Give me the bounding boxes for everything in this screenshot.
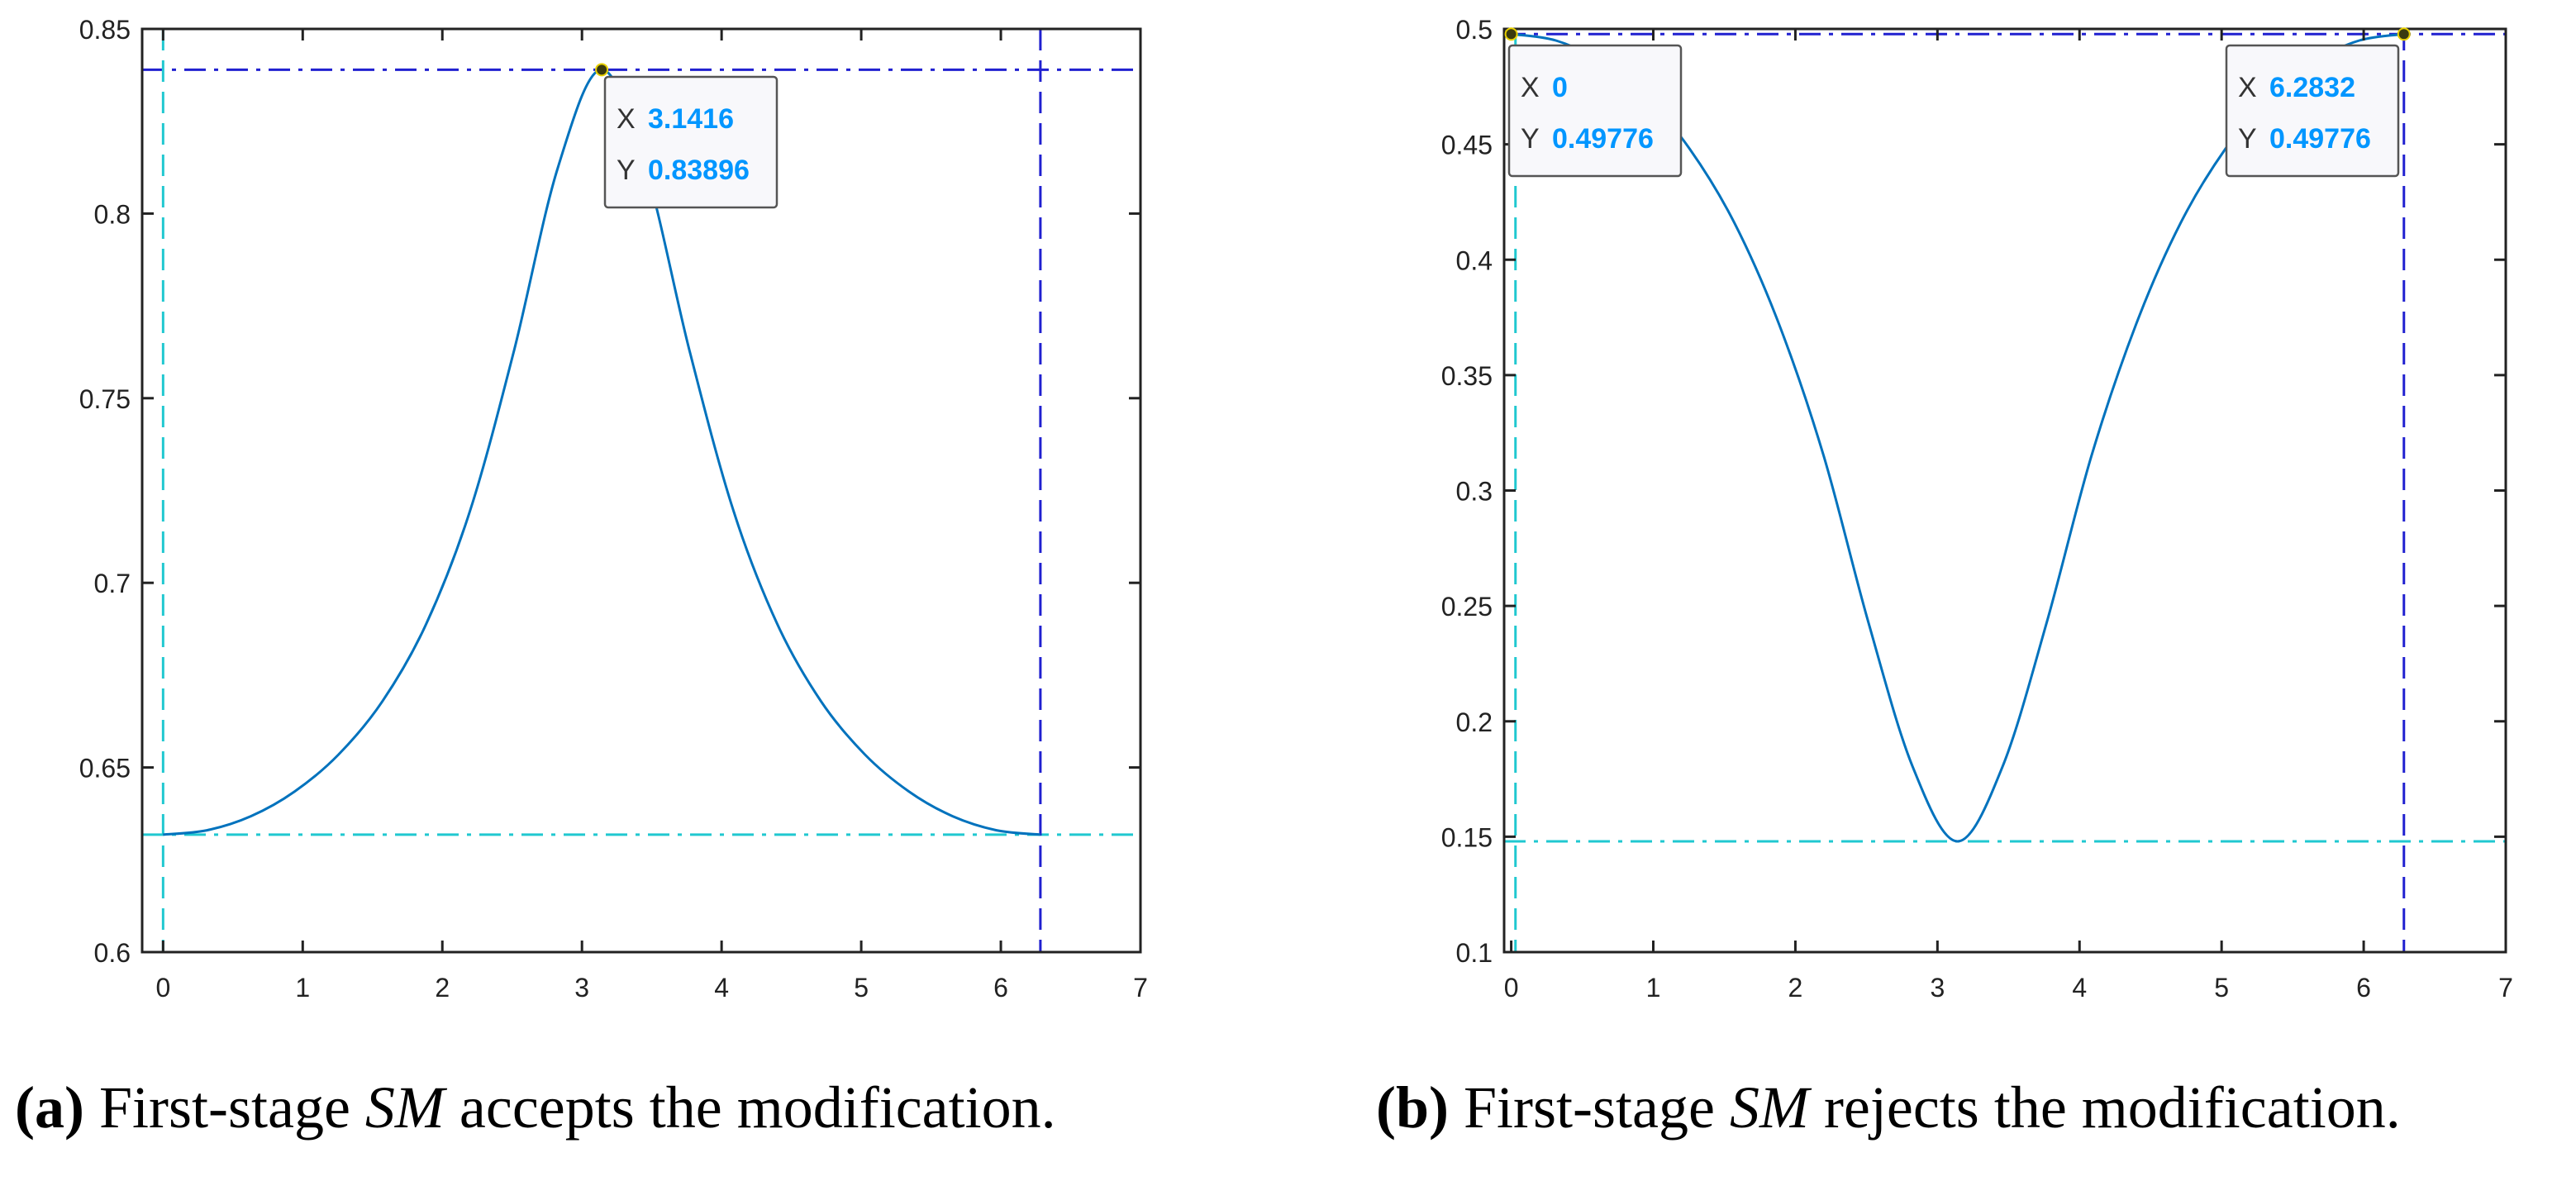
- chart-b-x-tick-label: 5: [2214, 973, 2229, 1003]
- chart-b-x-tick-label: 1: [1646, 973, 1661, 1003]
- chart-b-datatip-value: 0: [1552, 72, 1568, 103]
- chart-b-datatip-marker: [1504, 27, 1518, 41]
- chart-b-y-tick-label: 0.45: [1441, 131, 1493, 160]
- chart-b-datatip-value: 0.49776: [1552, 123, 1654, 155]
- chart-a-x-tick-label: 1: [295, 973, 310, 1003]
- chart-b-y-tick-label: 0.3: [1456, 477, 1493, 507]
- chart-b-datatip-label: X: [1521, 72, 1540, 103]
- caption-a-text-2: accepts the modification.: [444, 1074, 1056, 1141]
- chart-b-y-tick-label: 0.1: [1456, 938, 1493, 968]
- chart-a-datatip-marker: [595, 63, 609, 77]
- chart-b-y-tick-label: 0.35: [1441, 361, 1493, 391]
- caption-b-label: (b): [1376, 1074, 1449, 1141]
- chart-a-y-tick-label: 0.75: [79, 384, 131, 414]
- chart-b-x-tick-label: 7: [2498, 973, 2513, 1003]
- chart-a-y-tick-label: 0.8: [94, 199, 131, 229]
- chart-b-datatip-value: 6.2832: [2269, 72, 2355, 103]
- chart-a-x-tick-label: 5: [854, 973, 869, 1003]
- chart-b-datatip: X 0Y 0.49776: [1504, 27, 1683, 178]
- caption-b-text-2: rejects the modification.: [1808, 1074, 2401, 1141]
- chart-b-x-tick-label: 2: [1788, 973, 1803, 1003]
- chart-a-datatip-box: [603, 75, 779, 209]
- chart-a-y-tick-label: 0.65: [79, 754, 131, 784]
- caption-a-label: (a): [15, 1074, 84, 1141]
- chart-b-y-tick-label: 0.4: [1456, 245, 1493, 275]
- chart-a-x-tick-label: 7: [1133, 973, 1148, 1003]
- chart-b-x-tick-label: 6: [2356, 973, 2371, 1003]
- chart-b-x-tick-label: 4: [2072, 973, 2087, 1003]
- chart-a: 0 1 2 3 4 5 6 7 0.6 0.65 0.7 0.75 0.8 0.85 X 3.1416 Y 0.8…: [79, 15, 1148, 1003]
- chart-b-datatip-box: [1507, 44, 1683, 178]
- chart-b-y-tick-label: 0.15: [1441, 822, 1493, 852]
- chart-b: 0 1 2 3 4 5 6 7 0.1 0.15 0.2 0.25 0.3 0.35 0.4 0.45 0.5 X…: [1441, 15, 2513, 1003]
- chart-a-x-tick-label: 6: [993, 973, 1008, 1003]
- chart-a-x-tick-label: 3: [574, 973, 589, 1003]
- chart-a-y-tick-label: 0.7: [94, 569, 131, 598]
- chart-b-datatip-label: Y: [2238, 123, 2257, 155]
- chart-a-x-tick-label: 4: [714, 973, 729, 1003]
- chart-b-plot-area: [1504, 29, 2506, 952]
- chart-a-x-tick-label: 0: [155, 973, 170, 1003]
- chart-a-datatip-label: X: [617, 103, 636, 135]
- chart-b-x-tick-label: 0: [1504, 973, 1519, 1003]
- chart-b-y-tick-label: 0.25: [1441, 592, 1493, 622]
- chart-a-datatip-value: 0.83896: [648, 155, 750, 186]
- chart-b-y-tick-label: 0.2: [1456, 707, 1493, 737]
- chart-a-axes-box: [140, 27, 1142, 954]
- chart-a-y-tick-label: 0.6: [94, 938, 131, 968]
- chart-a-datatip-label: Y: [617, 155, 636, 186]
- chart-b-datatip: X 6.2832 Y 0.49776: [2225, 27, 2411, 178]
- chart-b-datatip-label: Y: [1521, 123, 1540, 155]
- chart-b-series-line: [1511, 32, 2404, 843]
- chart-b-datatip-box: [2225, 44, 2400, 178]
- caption-a: (a) First-stage SM accepts the modificat…: [15, 1066, 1056, 1149]
- caption-b: (b) First-stage SM rejects the modificat…: [1376, 1066, 2401, 1149]
- caption-a-italic: SM: [364, 1074, 445, 1141]
- caption-b-italic: SM: [1729, 1074, 1809, 1141]
- chart-a-datatip: X 3.1416 Y 0.83896: [595, 63, 779, 209]
- caption-a-text-1: First-stage: [83, 1074, 365, 1141]
- chart-a-datatip-value: 3.1416: [648, 103, 734, 135]
- chart-b-datatip-label: X: [2238, 72, 2257, 103]
- chart-a-y-tick-label: 0.85: [79, 15, 131, 45]
- chart-b-datatip-marker: [2397, 27, 2411, 41]
- caption-b-text-1: First-stage: [1449, 1074, 1730, 1141]
- chart-a-x-tick-label: 2: [435, 973, 450, 1003]
- chart-b-datatip-value: 0.49776: [2269, 123, 2371, 155]
- chart-b-x-tick-label: 3: [1930, 973, 1945, 1003]
- chart-b-y-tick-label: 0.5: [1456, 15, 1493, 45]
